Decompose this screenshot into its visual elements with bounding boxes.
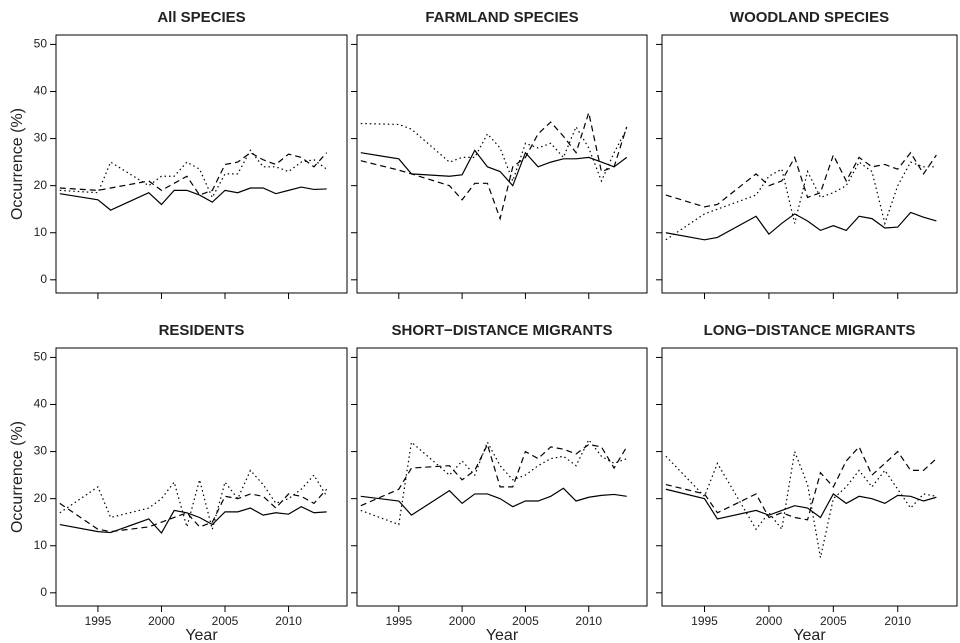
x-tick-label: 2010 [275, 614, 302, 628]
series-line [360, 487, 627, 516]
panel-title: SHORT−DISTANCE MIGRANTS [392, 322, 613, 339]
series-line [665, 449, 937, 558]
y-tick-label: 30 [34, 131, 48, 145]
y-axis-label: Occurrence (%) [9, 108, 26, 220]
panel-title: WOODLAND SPECIES [730, 9, 889, 26]
series-line [360, 149, 628, 187]
plot-frame [661, 347, 958, 607]
x-axis-label: Year [486, 627, 519, 643]
y-tick-label: 40 [34, 84, 48, 98]
y-tick-label: 20 [34, 178, 48, 192]
y-tick-label: 0 [40, 585, 47, 599]
y-tick-label: 20 [34, 491, 48, 505]
y-tick-label: 50 [34, 37, 48, 51]
x-tick-label: 2010 [575, 614, 602, 628]
panel-title: RESIDENTS [159, 322, 245, 339]
x-axis-label: Year [793, 627, 826, 643]
x-tick-label: 2005 [820, 614, 847, 628]
y-tick-label: 50 [34, 350, 48, 364]
x-tick-label: 2000 [148, 614, 175, 628]
series-line [360, 110, 628, 221]
y-tick-label: 10 [34, 225, 48, 239]
series-line [360, 438, 627, 526]
plot-frame [661, 34, 958, 294]
series-line [59, 488, 328, 533]
y-tick-label: 30 [34, 444, 48, 458]
x-tick-label: 2000 [756, 614, 783, 628]
series-line [665, 445, 937, 521]
panel-title: LONG−DISTANCE MIGRANTS [704, 322, 916, 339]
y-tick-label: 10 [34, 538, 48, 552]
plot-frame [55, 347, 348, 607]
series-line [59, 505, 327, 535]
series-line [59, 469, 328, 532]
x-tick-label: 1995 [385, 614, 412, 628]
y-axis-label: Occurrence (%) [9, 421, 26, 533]
plot-frame [356, 347, 648, 607]
series-line [665, 488, 937, 520]
plot-frame [55, 34, 348, 294]
y-tick-label: 0 [40, 272, 47, 286]
series-line [360, 442, 628, 507]
series-line [59, 186, 327, 211]
x-tick-label: 2010 [884, 614, 911, 628]
x-tick-label: 2005 [512, 614, 539, 628]
x-axis-label: Year [185, 627, 218, 643]
plot-frame [356, 34, 648, 294]
series-line [59, 149, 328, 199]
x-tick-label: 2000 [449, 614, 476, 628]
series-line [665, 211, 937, 241]
x-tick-label: 1995 [691, 614, 718, 628]
series-line [665, 151, 937, 208]
x-tick-label: 2005 [212, 614, 239, 628]
series-line [59, 151, 328, 196]
panel-title: All SPECIES [157, 9, 245, 26]
panel-title: FARMLAND SPECIES [425, 9, 578, 26]
series-line [360, 122, 628, 183]
series-line [665, 161, 937, 241]
y-tick-label: 40 [34, 397, 48, 411]
x-tick-label: 1995 [85, 614, 112, 628]
